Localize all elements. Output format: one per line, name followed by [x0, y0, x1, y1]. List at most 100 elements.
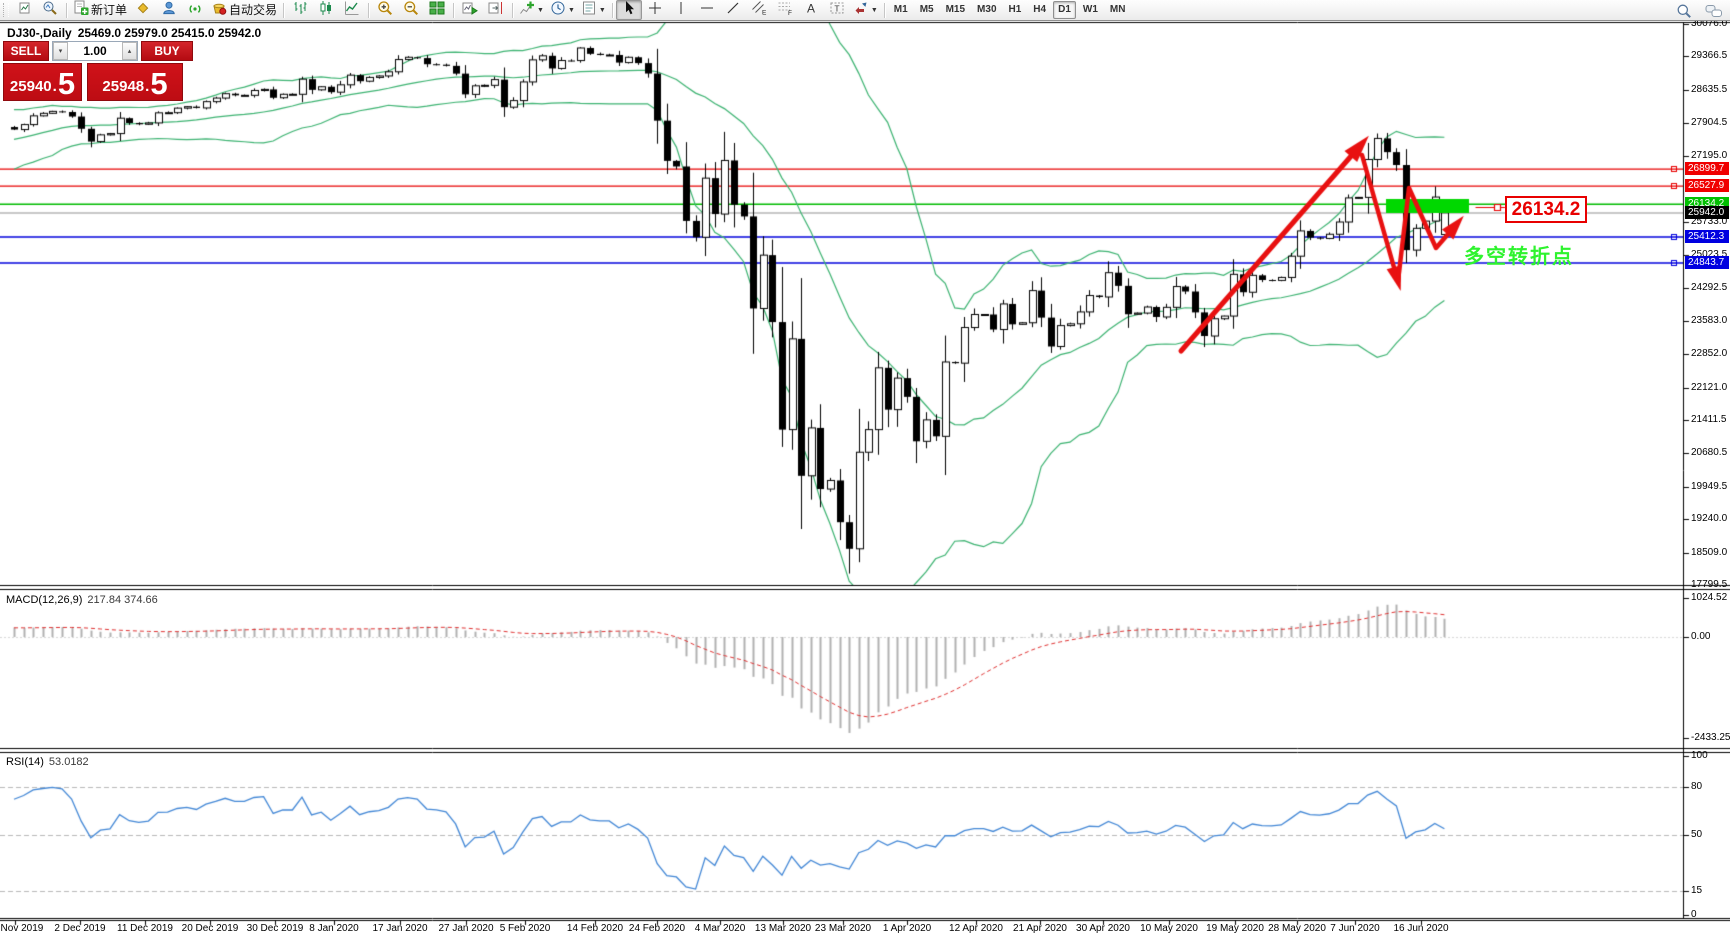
sell-price-box[interactable]: 25940. 5 [3, 63, 82, 101]
signals-icon[interactable] [182, 0, 208, 20]
vertical-line-button[interactable] [668, 0, 694, 20]
price-tick-label: 28635.5 [1691, 83, 1728, 95]
new-order-button[interactable]: 新订单 [70, 0, 130, 20]
candlestick-chart-type-icon [318, 0, 334, 21]
volume-increase-button[interactable]: ▴ [122, 42, 137, 60]
timeframe-m15-button[interactable]: M15 [945, 4, 966, 15]
date-tick-label: 1 Apr 2020 [882, 923, 932, 934]
horizontal-line-button[interactable] [694, 0, 720, 20]
toolbar-separator [883, 2, 885, 18]
date-tick-label: 17 Jan 2020 [372, 923, 428, 934]
cursor-button[interactable] [615, 0, 642, 21]
timeframe-mn-button[interactable]: MN [1109, 4, 1126, 15]
fibonacci-button[interactable]: F [772, 0, 798, 20]
price-axis[interactable]: 30076.0 29366.5 28635.5 27904.5 27195.0 25733… [1684, 18, 1730, 920]
periods-icon [550, 0, 566, 21]
new-chart-icon-icon [19, 0, 30, 21]
line-chart-type-button[interactable] [339, 0, 365, 20]
price-tick-label: 30076.0 [1691, 18, 1728, 29]
cursor-icon [621, 0, 637, 21]
bar-chart-type-button[interactable] [287, 0, 313, 20]
metaeditor-icon[interactable] [130, 0, 156, 20]
toolbar-grip[interactable] [3, 3, 9, 17]
indicators-icon [519, 0, 535, 21]
timeframe-m1-button[interactable]: M1 [893, 4, 908, 15]
price-tick-label: 23583.0 [1691, 314, 1728, 326]
data-window-icon[interactable] [37, 0, 63, 20]
buy-price-box[interactable]: 25948. 5 [87, 63, 183, 101]
date-tick-label: 21 Apr 2020 [1013, 923, 1067, 934]
toolbar: 新订单 自动交易 ▼ ▼ ▼ E F A T ▼ M1 M5 M15 M30 H1 H4 D1 W1 MN [0, 0, 1730, 21]
date-tick-label: 2 Dec 2019 [54, 923, 106, 934]
symbol-period-label: DJ30-,Daily [7, 26, 72, 40]
price-callout-box[interactable]: 26134.2 [1505, 196, 1587, 223]
periods-button[interactable]: ▼ [547, 0, 578, 20]
sell-price-main: 25940 [9, 78, 52, 95]
autotrading-button[interactable]: 自动交易 [208, 0, 280, 20]
indicator-tick-label: 80 [1691, 781, 1703, 792]
text-button[interactable]: A [798, 0, 824, 20]
autotrading-icon [211, 0, 227, 21]
timeframe-h1-button[interactable]: H1 [1008, 4, 1022, 15]
date-tick-label: 27 Jan 2020 [438, 923, 494, 934]
tile-windows-button[interactable] [424, 0, 450, 20]
new-chart-icon[interactable] [11, 0, 37, 20]
search-icon[interactable] [1671, 1, 1697, 21]
trendline-icon [725, 0, 741, 21]
fibonacci-icon: F [777, 0, 793, 21]
volume-input[interactable] [68, 42, 122, 60]
horizontal-line-icon [699, 0, 715, 21]
date-tick-label: 14 Feb 2020 [566, 923, 624, 934]
zoom-out-button[interactable] [398, 0, 424, 20]
ohlc-values: 25469.0 25979.0 25415.0 25942.0 [77, 26, 262, 40]
timeframe-m30-button[interactable]: M30 [977, 4, 997, 15]
indicators-button[interactable]: ▼ [516, 0, 547, 20]
price-tick-label: 25023.5 [1691, 248, 1728, 260]
bar-chart-type-icon [292, 0, 308, 21]
sell-button[interactable]: SELL [3, 41, 49, 61]
data-window-icon-icon [42, 0, 58, 21]
zoom-in-button[interactable] [372, 0, 398, 20]
indicator-tick-label: 0 [1691, 909, 1697, 920]
templates-button[interactable]: ▼ [578, 0, 609, 20]
date-tick-label: 28 May 2020 [1268, 923, 1326, 934]
date-tick-label: 10 May 2020 [1140, 923, 1198, 934]
equidistant-channel-button[interactable]: E [746, 0, 772, 20]
trendline-button[interactable] [720, 0, 746, 20]
crosshair-button[interactable] [642, 0, 668, 20]
volume-decrease-button[interactable]: ▾ [53, 42, 68, 60]
timeframe-h4-button[interactable]: H4 [1033, 4, 1047, 15]
buy-button[interactable]: BUY [141, 41, 193, 61]
date-axis[interactable]: 22 Nov 2019 2 Dec 2019 11 Dec 2019 20 Dec 2… [0, 923, 1730, 939]
zoom-in-icon [377, 0, 393, 21]
equidistant-channel-icon: E [751, 0, 767, 21]
text-icon: A [803, 0, 819, 21]
indicator-tick-label: 15 [1691, 885, 1703, 896]
timeframe-d1-button[interactable]: D1 [1053, 1, 1076, 19]
price-badge: 25942.0 [1685, 205, 1729, 219]
date-tick-label: 16 Jun 2020 [1393, 923, 1449, 934]
chart-shift-button[interactable] [483, 0, 509, 20]
candlestick-chart-type-button[interactable] [313, 0, 339, 20]
text-label-button[interactable]: T [824, 0, 850, 20]
community-icon[interactable] [156, 0, 182, 20]
buy-price-main: 25948 [102, 78, 145, 95]
price-tick-label: 20680.5 [1691, 447, 1728, 459]
volume-stepper[interactable]: ▾ ▴ [52, 41, 138, 61]
toolbar-separator [453, 2, 455, 18]
timeframe-m5-button[interactable]: M5 [919, 4, 934, 15]
rsi-name: RSI(14) [6, 756, 44, 768]
buy-price-pip: 5 [150, 66, 168, 101]
timeframe-w1-button[interactable]: W1 [1082, 4, 1098, 15]
auto-scroll-button[interactable] [457, 0, 483, 20]
arrows-button[interactable]: ▼ [850, 0, 881, 20]
annotation-note[interactable]: 多空转折点 [1464, 246, 1574, 268]
macd-indicator-label: MACD(12,26,9) 217.84 374.66 [6, 594, 158, 606]
price-tick-label: 17799.5 [1691, 579, 1728, 590]
price-tick-label: 27195.0 [1691, 149, 1728, 161]
chat-icon[interactable] [1701, 1, 1727, 21]
text-label-icon: T [829, 0, 845, 21]
indicator-tick-label: 100 [1691, 750, 1708, 761]
rsi-indicator-label: RSI(14) 53.0182 [6, 756, 89, 768]
